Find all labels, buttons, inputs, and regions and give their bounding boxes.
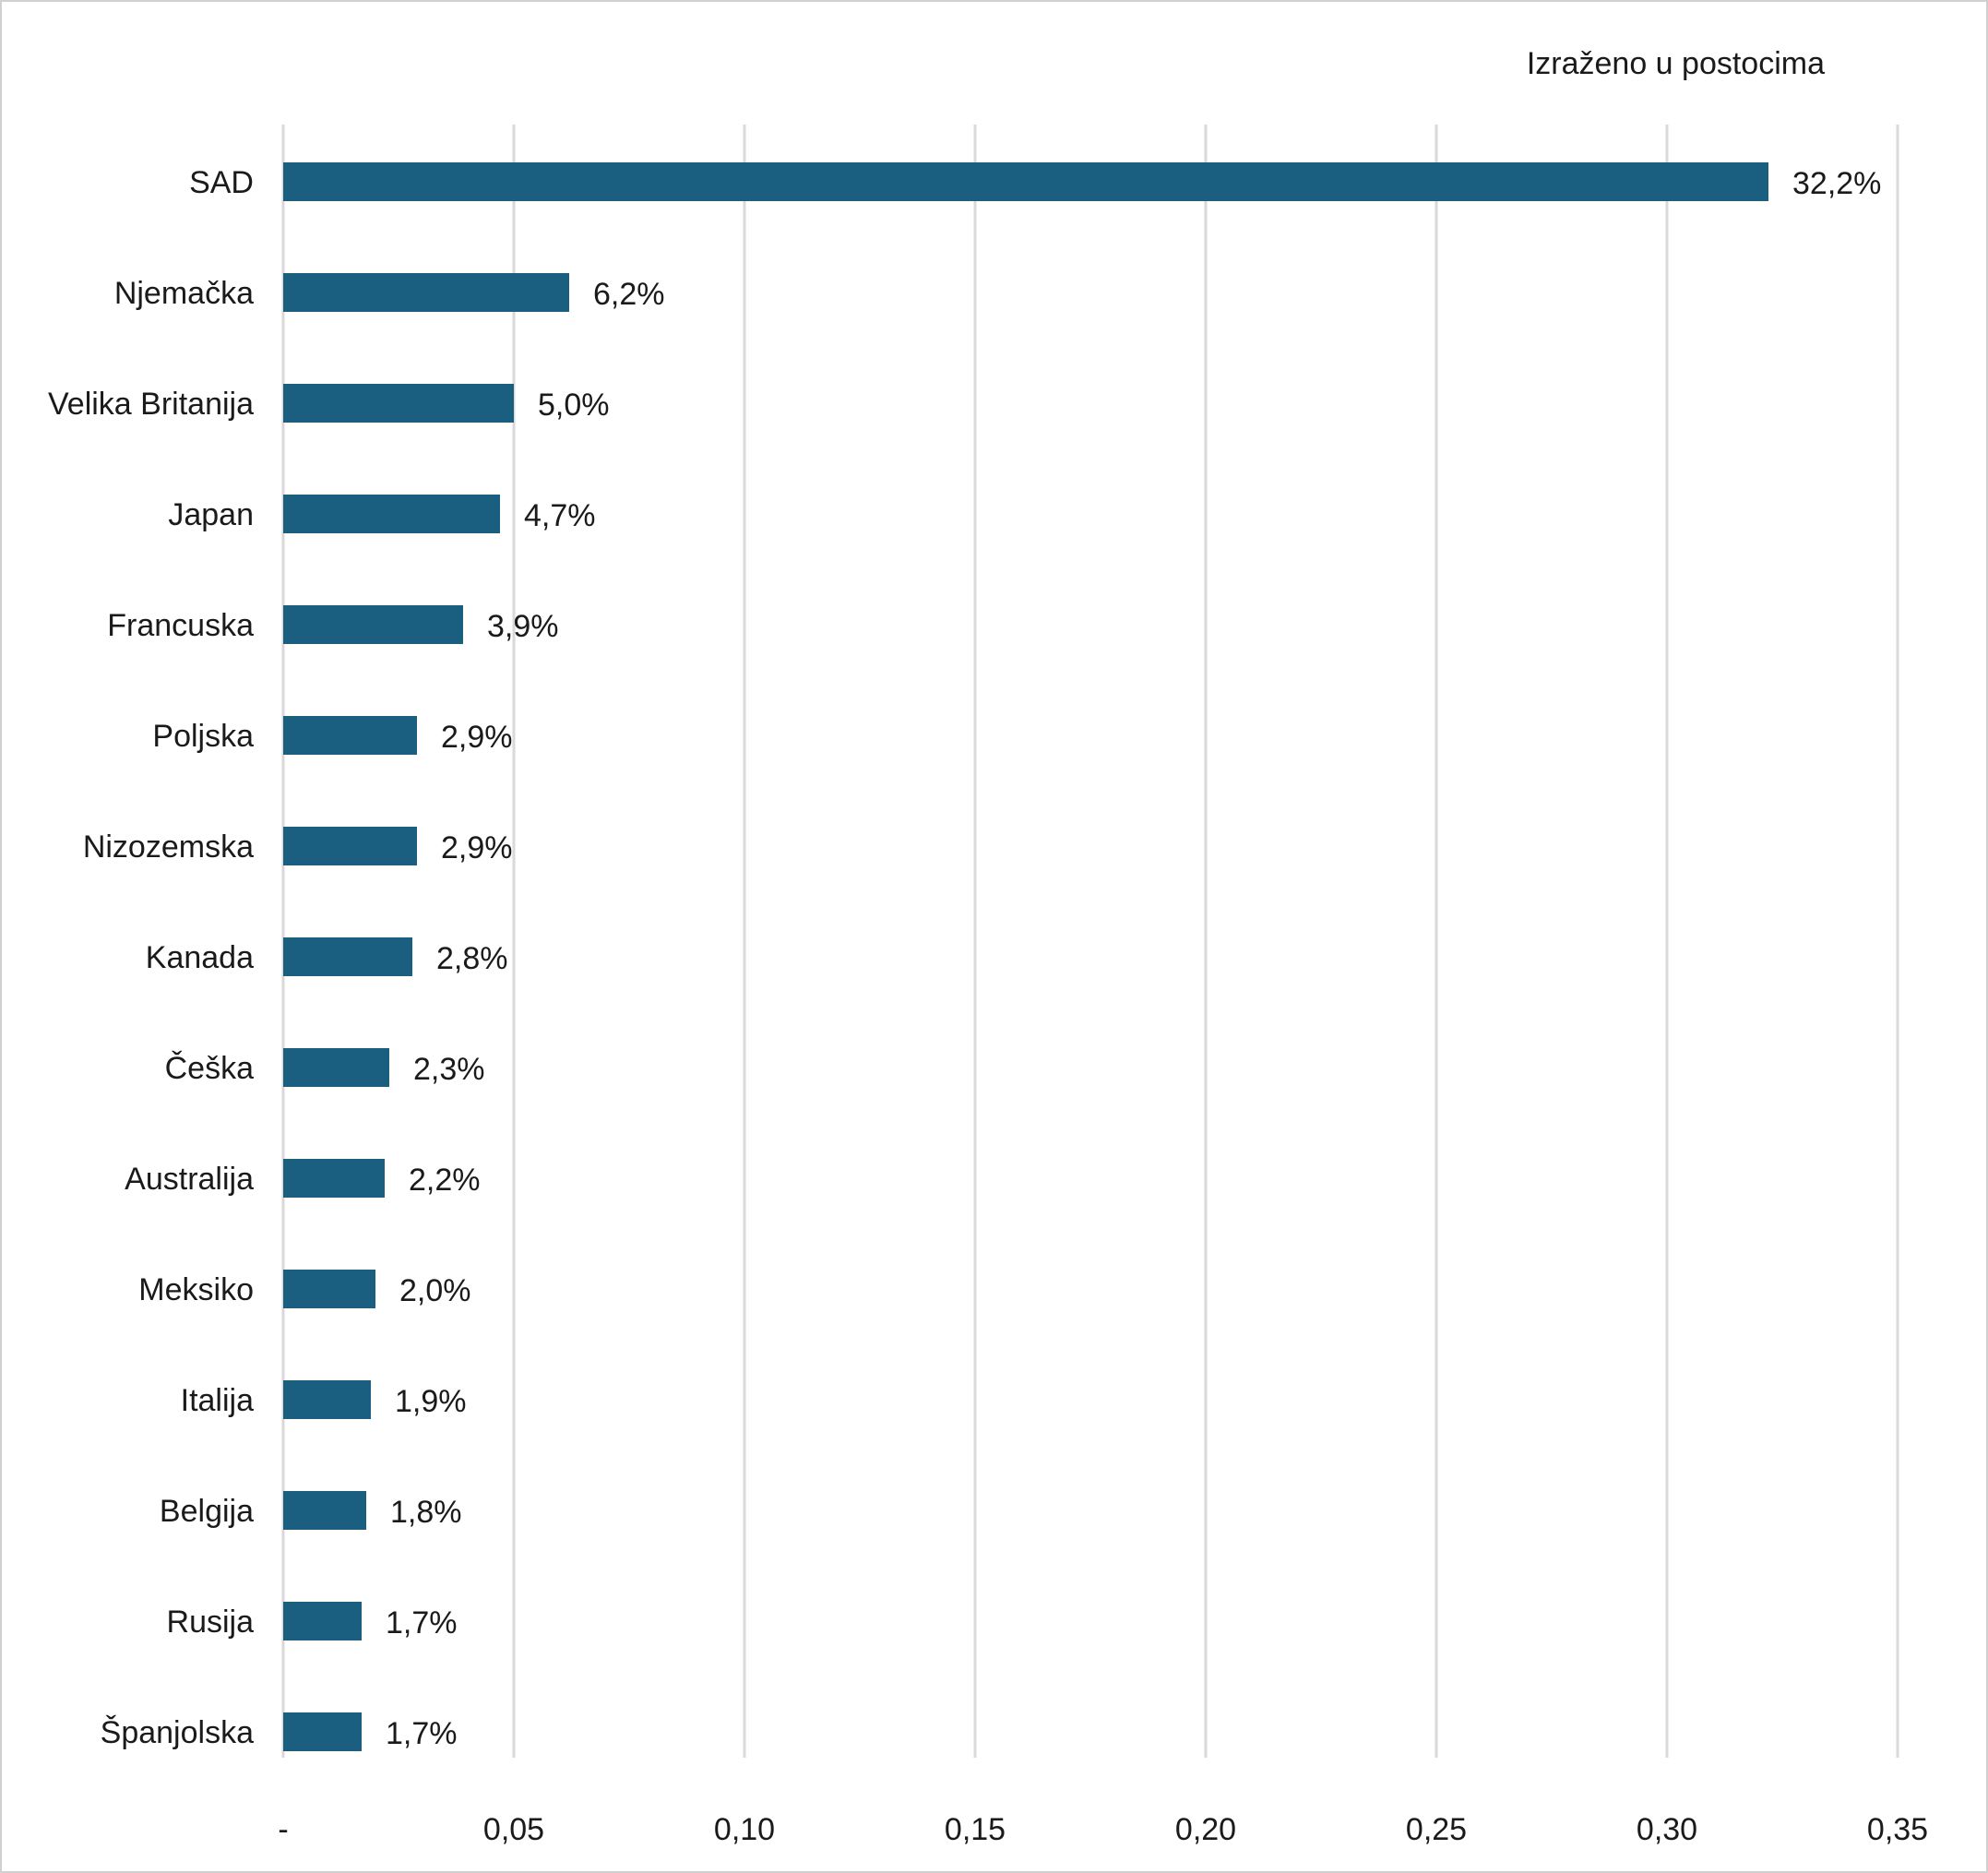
- bar-5: [283, 716, 417, 755]
- data-label-10: 2,0%: [399, 1273, 471, 1308]
- data-label-7: 2,8%: [436, 941, 508, 976]
- grid-lines: [281, 125, 1899, 1758]
- category-label-10: Meksiko: [138, 1272, 254, 1307]
- category-label-8: Češka: [165, 1051, 254, 1086]
- category-label-11: Italija: [181, 1383, 254, 1418]
- category-label-12: Belgija: [160, 1494, 254, 1529]
- category-label-7: Kanada: [146, 940, 254, 975]
- category-labels: SAD Njemačka Velika Britanija Japan Francusk…: [48, 165, 254, 1750]
- data-label-13: 1,7%: [386, 1605, 458, 1640]
- bar-13: [283, 1602, 362, 1640]
- bar-2: [283, 384, 514, 423]
- category-label-4: Francuska: [107, 608, 254, 643]
- bar-14: [283, 1712, 362, 1751]
- bar-9: [283, 1159, 385, 1198]
- bar-6: [283, 827, 417, 865]
- x-tick-label-5: 0,25: [1406, 1812, 1467, 1847]
- unit-note: Izraženo u postocima: [1526, 46, 1825, 81]
- bar-3: [283, 495, 500, 533]
- x-tick-label-7: 0,35: [1867, 1812, 1928, 1847]
- data-label-3: 4,7%: [524, 498, 596, 533]
- category-label-5: Poljska: [152, 719, 254, 754]
- bar-0: [283, 162, 1768, 201]
- data-labels: 32,2% 6,2% 5,0% 4,7% 3,9% 2,9% 2,9% 2,8% 2,3% 2,2…: [386, 166, 1881, 1751]
- x-tick-label-1: 0,05: [483, 1812, 544, 1847]
- data-label-4: 3,9%: [487, 609, 559, 644]
- data-label-8: 2,3%: [413, 1052, 485, 1087]
- data-label-1: 6,2%: [593, 277, 665, 312]
- data-label-12: 1,8%: [390, 1495, 462, 1530]
- bar-1: [283, 273, 569, 312]
- category-label-2: Velika Britanija: [48, 387, 254, 422]
- data-label-0: 32,2%: [1792, 166, 1881, 201]
- x-tick-label-0: -: [278, 1812, 288, 1847]
- bar-10: [283, 1270, 375, 1308]
- data-label-5: 2,9%: [441, 720, 513, 755]
- category-label-14: Španjolska: [101, 1715, 254, 1750]
- x-tick-label-4: 0,20: [1175, 1812, 1236, 1847]
- bar-4: [283, 605, 463, 644]
- data-label-11: 1,9%: [395, 1384, 467, 1419]
- x-tick-label-3: 0,15: [945, 1812, 1006, 1847]
- x-tick-label-2: 0,10: [714, 1812, 775, 1847]
- category-label-6: Nizozemska: [83, 829, 254, 865]
- category-label-3: Japan: [168, 497, 254, 532]
- bar-12: [283, 1491, 366, 1530]
- category-label-9: Australija: [125, 1162, 254, 1197]
- x-tick-label-6: 0,30: [1637, 1812, 1697, 1847]
- data-label-2: 5,0%: [538, 388, 610, 423]
- bar-8: [283, 1048, 389, 1087]
- category-label-0: SAD: [189, 165, 254, 200]
- data-label-14: 1,7%: [386, 1716, 458, 1751]
- category-label-13: Rusija: [167, 1605, 255, 1640]
- x-tick-labels: - 0,05 0,10 0,15 0,20 0,25 0,30 0,35: [278, 1812, 1928, 1847]
- bar-11: [283, 1380, 371, 1419]
- data-label-9: 2,2%: [409, 1163, 481, 1198]
- data-label-6: 2,9%: [441, 830, 513, 865]
- category-label-1: Njemačka: [114, 276, 254, 311]
- bars: [283, 162, 1768, 1751]
- bar-7: [283, 937, 412, 976]
